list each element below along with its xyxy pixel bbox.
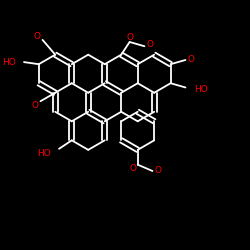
Text: O: O xyxy=(154,166,161,175)
Text: O: O xyxy=(126,33,133,42)
Text: HO: HO xyxy=(2,58,16,66)
Text: O: O xyxy=(34,32,41,41)
Text: O: O xyxy=(146,40,153,48)
Text: O: O xyxy=(187,56,194,64)
Text: HO: HO xyxy=(194,85,208,94)
Text: HO: HO xyxy=(37,148,51,158)
Text: O: O xyxy=(130,164,137,173)
Text: O: O xyxy=(32,101,39,110)
